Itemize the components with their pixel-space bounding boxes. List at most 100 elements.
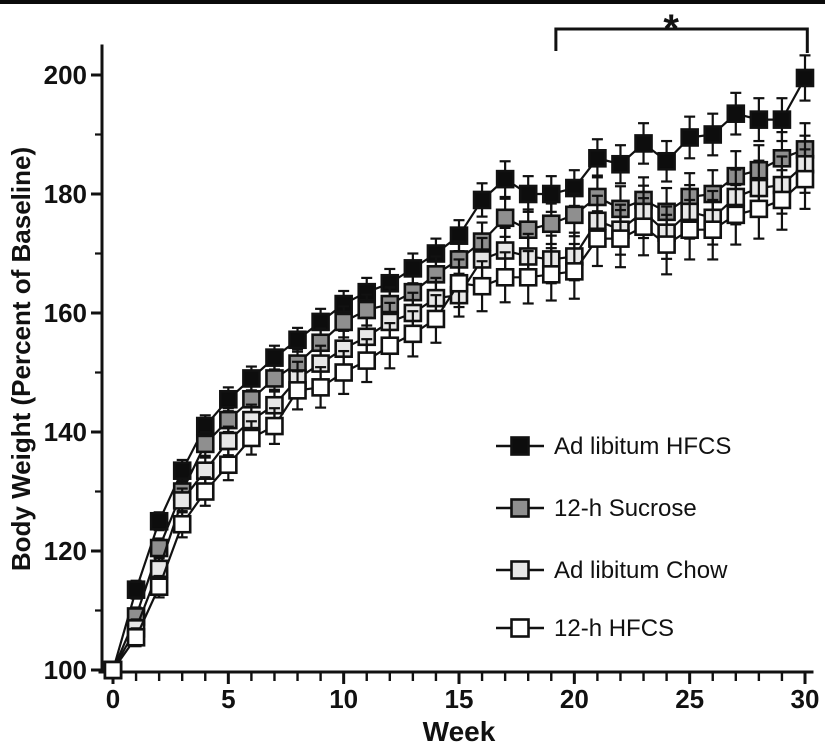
data-point-marker xyxy=(726,205,746,225)
data-point-marker xyxy=(541,214,561,234)
data-point-marker xyxy=(288,330,307,350)
x-tick-label: 25 xyxy=(675,684,704,714)
axes xyxy=(98,44,814,674)
data-point-marker xyxy=(172,461,192,480)
series-ad-libitum-hfcs xyxy=(103,54,815,680)
y-axis-title: Body Weight (Percent of Baseline) xyxy=(6,147,36,571)
data-point-marker xyxy=(288,381,307,400)
data-point-marker xyxy=(265,416,284,436)
legend-label: Ad libitum HFCS xyxy=(554,433,731,460)
data-point-marker xyxy=(219,389,238,409)
data-point-marker xyxy=(749,199,769,219)
data-point-marker xyxy=(126,580,146,599)
legend-marker xyxy=(510,498,530,518)
legend-marker xyxy=(510,560,530,580)
data-point-marker xyxy=(472,190,492,210)
data-point-marker xyxy=(172,491,192,510)
data-point-marker xyxy=(403,324,423,344)
legend-label: 12-h HFCS xyxy=(554,615,674,642)
data-point-marker xyxy=(380,336,400,356)
data-point-marker xyxy=(518,267,538,287)
data-point-marker xyxy=(518,184,538,204)
data-point-marker xyxy=(541,265,561,284)
data-point-marker xyxy=(495,208,515,228)
legend-marker xyxy=(510,618,530,638)
data-point-marker xyxy=(680,220,699,239)
data-point-marker xyxy=(403,259,423,278)
significance-bracket xyxy=(554,27,809,53)
data-point-marker xyxy=(195,434,215,454)
data-point-marker xyxy=(611,229,630,248)
x-tick-label: 15 xyxy=(445,684,474,714)
series-12-h-sucrose xyxy=(103,122,815,680)
x-tick-label: 5 xyxy=(221,684,235,714)
legend-item: Ad libitum Chow xyxy=(496,557,728,584)
data-point-marker xyxy=(219,431,238,451)
data-point-marker xyxy=(357,300,377,320)
data-point-marker xyxy=(634,217,653,237)
data-point-marker xyxy=(772,110,792,129)
data-point-marker xyxy=(703,220,723,239)
legend-label: 12-h Sucrose xyxy=(554,495,697,522)
legend-marker xyxy=(510,436,530,456)
legend: Ad libitum HFCS 12-h Sucrose Ad libitum Ch… xyxy=(496,433,731,642)
x-tick-label: 30 xyxy=(791,684,820,714)
data-point-marker xyxy=(265,369,284,388)
axis-ticks xyxy=(91,73,807,684)
data-point-marker xyxy=(634,134,653,153)
data-point-marker xyxy=(334,363,353,382)
data-point-marker xyxy=(195,482,215,501)
data-point-marker xyxy=(588,149,607,168)
data-point-marker xyxy=(126,627,146,647)
data-point-marker xyxy=(149,511,169,531)
data-point-marker xyxy=(426,309,446,329)
data-point-marker xyxy=(172,514,192,534)
data-point-marker xyxy=(703,125,723,144)
legend-item: 12-h HFCS xyxy=(496,615,674,642)
legend-label: Ad libitum Chow xyxy=(554,557,728,584)
legend-item: Ad libitum HFCS xyxy=(496,433,731,460)
series-markers xyxy=(103,68,815,680)
y-tick-label: 200 xyxy=(44,60,87,90)
data-point-marker xyxy=(657,235,676,254)
data-point-marker xyxy=(472,276,492,296)
data-point-marker xyxy=(565,205,584,225)
data-point-marker xyxy=(495,169,515,189)
series-markers xyxy=(103,169,815,680)
data-point-marker xyxy=(242,369,261,388)
data-point-marker xyxy=(334,312,353,332)
legend-item: 12-h Sucrose xyxy=(496,495,697,522)
data-point-marker xyxy=(726,104,746,123)
y-tick-label: 160 xyxy=(44,298,87,328)
data-point-marker xyxy=(495,267,515,287)
data-point-marker xyxy=(265,348,284,367)
data-point-marker xyxy=(657,151,676,171)
y-tick-label: 140 xyxy=(44,417,87,447)
figure-top-border xyxy=(0,0,825,4)
data-point-marker xyxy=(588,229,607,248)
data-point-marker xyxy=(795,169,815,189)
series-ad-libitum-chow xyxy=(103,134,815,680)
data-point-marker xyxy=(795,68,815,88)
data-point-marker xyxy=(680,128,699,147)
x-tick-label: 10 xyxy=(329,684,358,714)
data-point-marker xyxy=(219,455,238,475)
bracket-path xyxy=(554,27,809,53)
series-12-h-hfcs xyxy=(103,148,815,680)
data-point-marker xyxy=(149,577,169,597)
y-tick-label: 100 xyxy=(44,655,87,685)
x-axis-title: Week xyxy=(423,716,496,747)
data-point-marker xyxy=(565,262,584,281)
data-point-marker xyxy=(242,428,261,448)
x-tick-label: 20 xyxy=(560,684,589,714)
y-tick-label: 120 xyxy=(44,536,87,566)
data-point-marker xyxy=(357,351,377,370)
axis-tick-labels: 100 120 140 160 180 200 0 5 10 15 20 25 30 xyxy=(44,60,820,714)
significance-star: * xyxy=(663,7,679,51)
data-point-marker xyxy=(449,273,469,293)
y-tick-label: 180 xyxy=(44,179,87,209)
data-point-marker xyxy=(103,660,123,680)
data-point-marker xyxy=(311,378,330,397)
